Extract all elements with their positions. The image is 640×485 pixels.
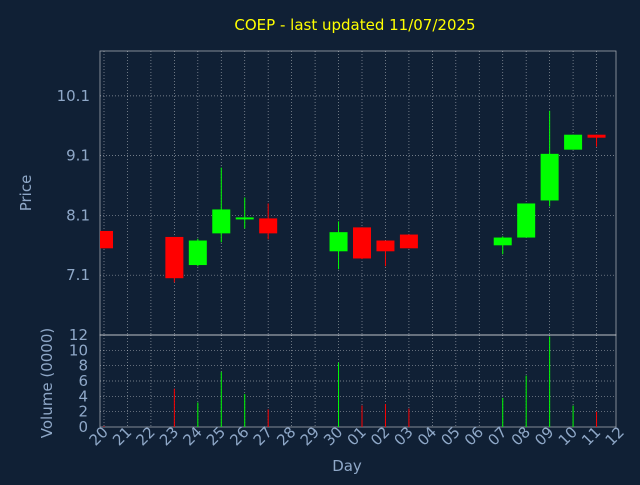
candle-body <box>329 232 348 252</box>
volume-tick-label: 10 <box>69 341 88 359</box>
x-axis-label: Day <box>332 457 362 475</box>
candle-body <box>353 227 371 259</box>
candle-body <box>165 236 184 279</box>
volume-tick-label: 0 <box>78 418 88 436</box>
x-tick-labels: 2021222324252627282930010203040506070809… <box>86 423 628 449</box>
candle-body <box>399 234 418 249</box>
price-tick-label: 10.1 <box>57 87 90 105</box>
candle-body <box>493 237 512 246</box>
candle-body <box>212 209 231 234</box>
price-panel-frame <box>99 50 617 336</box>
price-axis-label: Price <box>17 175 35 212</box>
candle-body <box>540 153 559 201</box>
candle-body <box>517 203 536 238</box>
candle-body <box>587 134 606 138</box>
volume-tick-label: 8 <box>78 357 88 375</box>
candle-body <box>376 240 395 252</box>
volume-tick-label: 12 <box>69 326 88 344</box>
candle-body <box>259 218 278 234</box>
candle-body <box>564 134 583 150</box>
volume-tick-label: 2 <box>78 403 88 421</box>
chart-title: COEP - last updated 11/07/2025 <box>234 16 475 34</box>
price-tick-label: 7.1 <box>66 266 90 284</box>
price-panel: 7.1 8.1 9.1 10.1 <box>57 50 617 336</box>
candle-body <box>188 240 207 266</box>
price-tick-label: 9.1 <box>66 147 90 165</box>
volume-tick-label: 4 <box>78 387 88 405</box>
candle-body <box>100 230 113 249</box>
candle-body <box>235 217 254 220</box>
volume-tick-label: 6 <box>78 372 88 390</box>
price-tick-label: 8.1 <box>66 206 90 224</box>
volume-axis-label: Volume (0000) <box>38 328 56 438</box>
